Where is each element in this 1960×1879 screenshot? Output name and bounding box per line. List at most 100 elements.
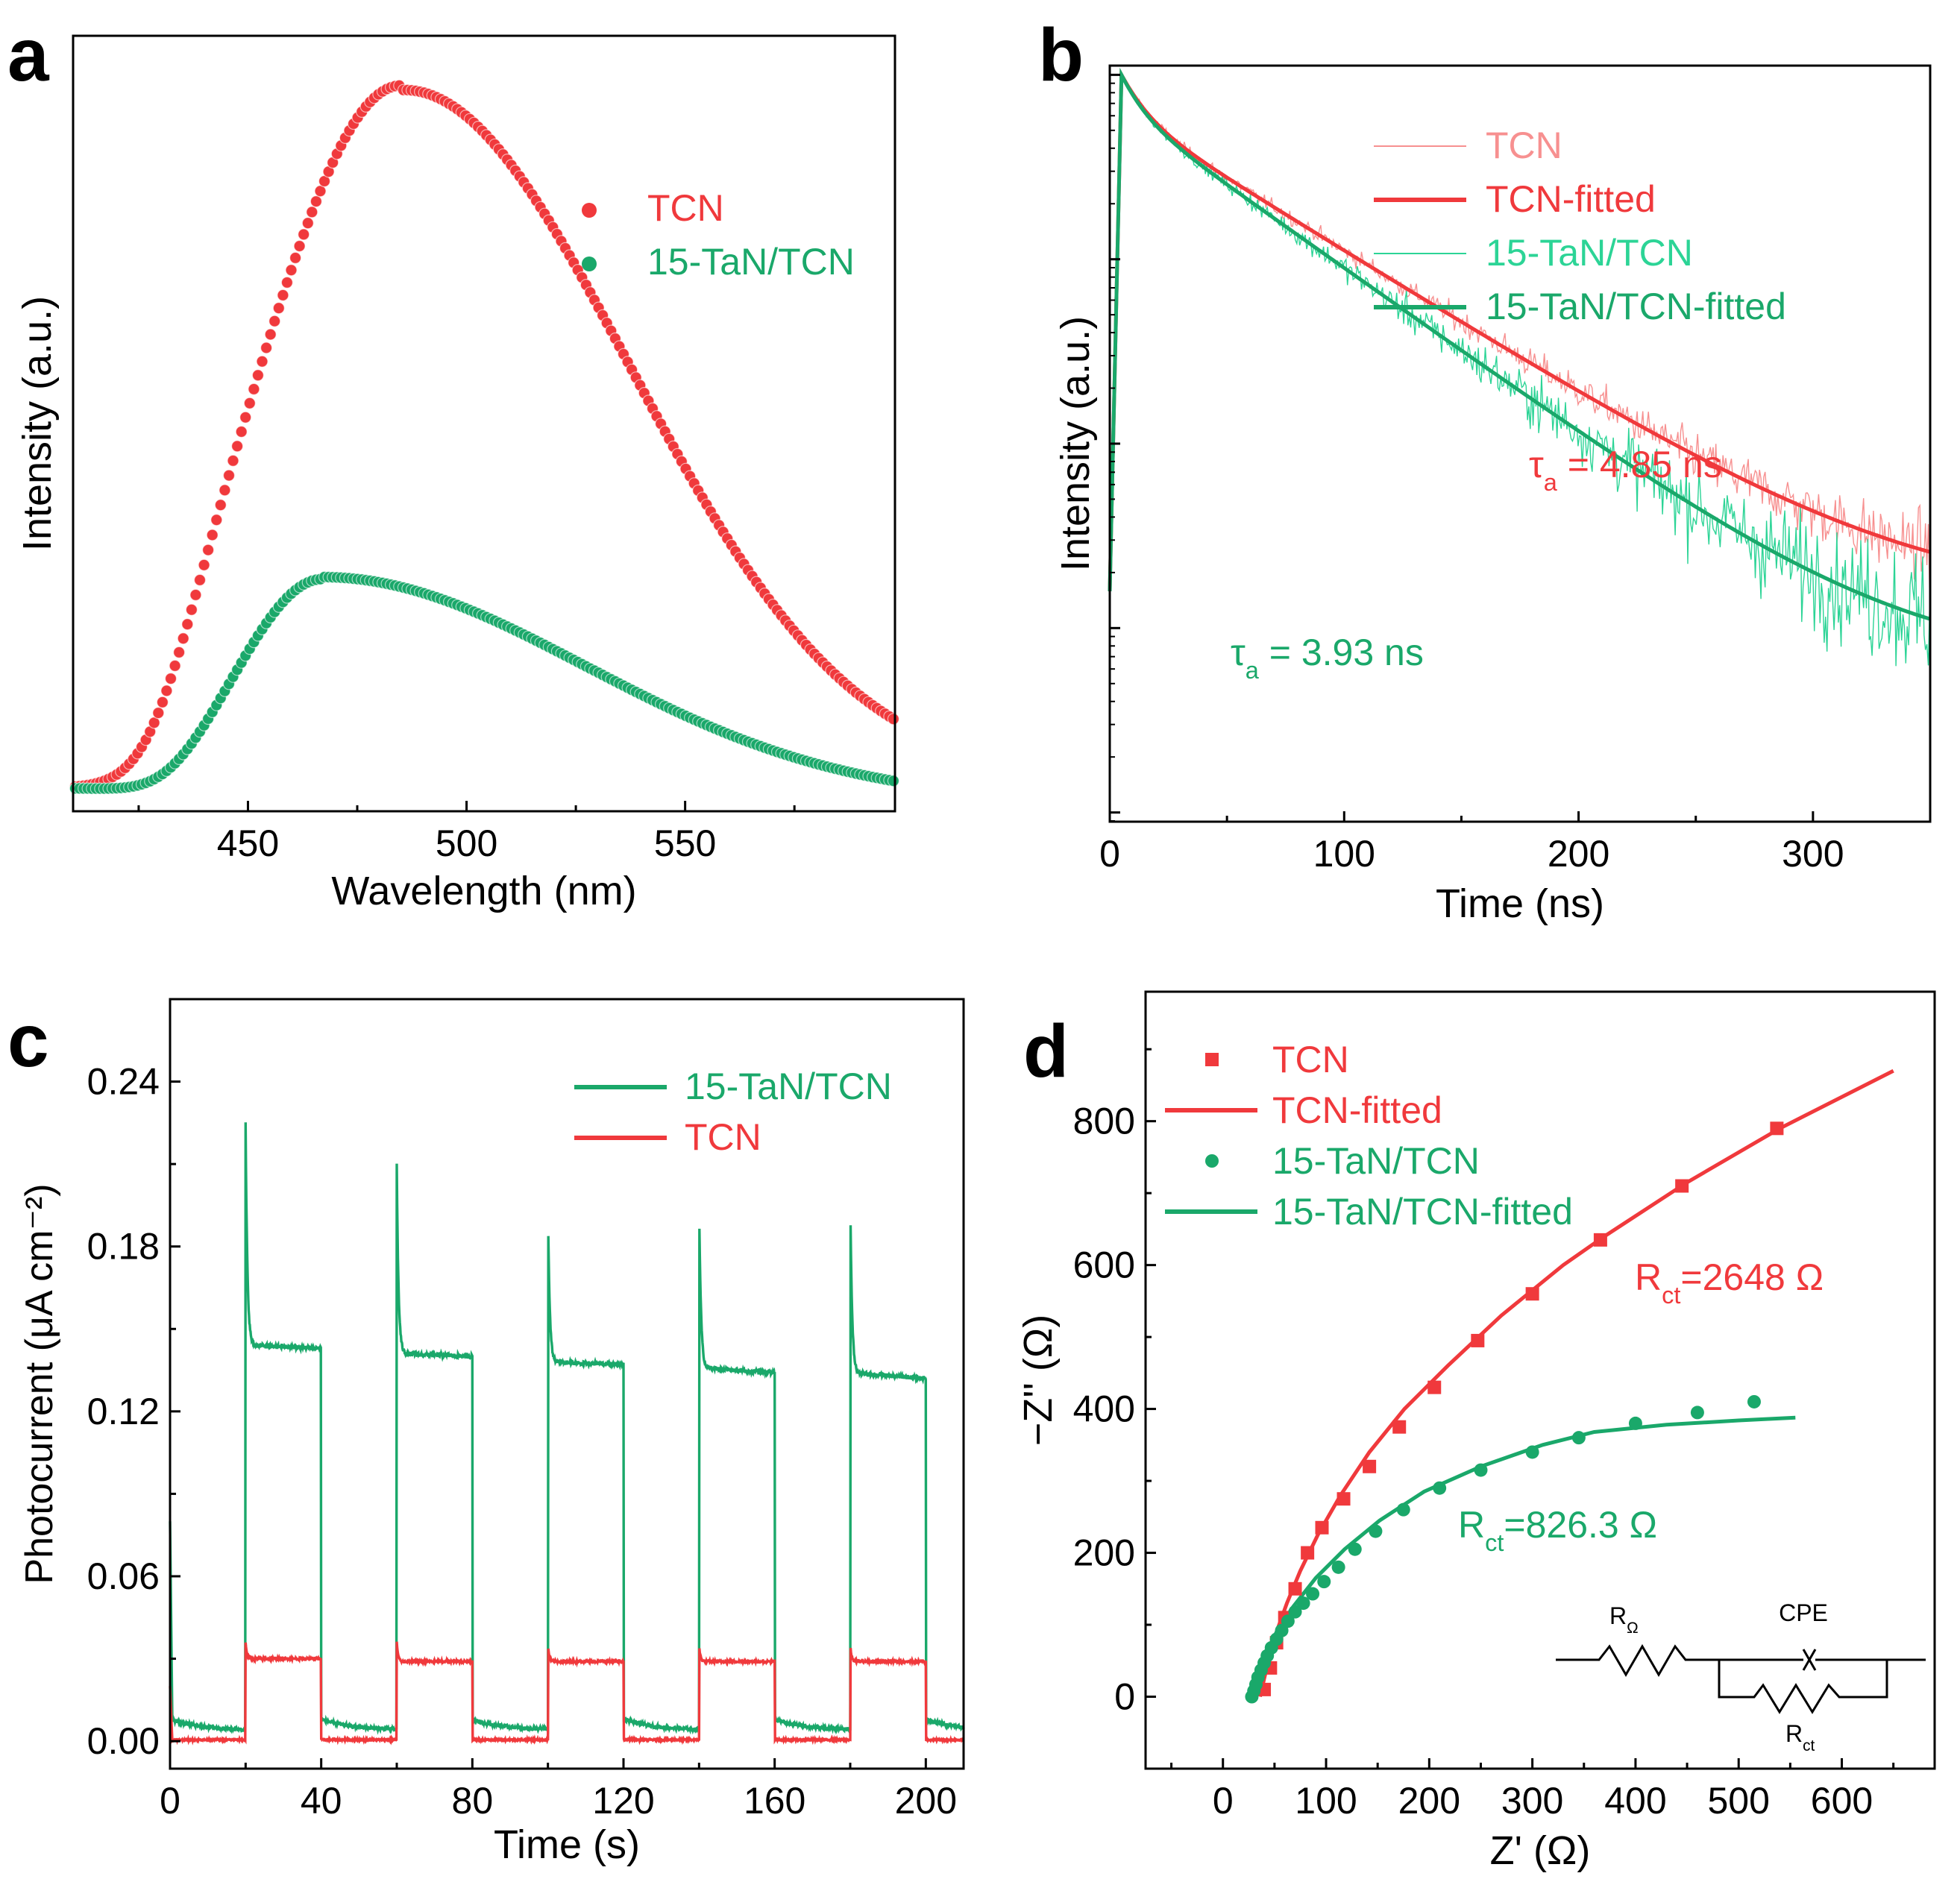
data-point-square (1770, 1121, 1784, 1136)
x-tick-label: 300 (1782, 833, 1844, 875)
series-tan-tcn (169, 1122, 965, 1735)
x-axis-label: Z' (Ω) (1490, 1828, 1591, 1873)
plot-frame (72, 34, 896, 813)
data-point-circle (1433, 1481, 1447, 1495)
data-point (227, 454, 239, 468)
cpe-plate (1808, 1659, 1817, 1671)
x-tick-label: 100 (1295, 1780, 1357, 1822)
y-tick-label: 800 (1073, 1101, 1135, 1142)
data-point-square (1288, 1581, 1302, 1596)
cpe-plate (1802, 1659, 1811, 1671)
legend-label: 15-TaN/TCN-fitted (1272, 1191, 1573, 1233)
data-point (181, 618, 194, 631)
panel-b: 0 100 200 300 Time (ns) Intensity (a.u.) b TCN T… (1038, 13, 1932, 926)
panel-c: 0 40 80 120 160 200 0.00 0.06 0.12 0.18 0.24 Time (… (7, 998, 965, 1867)
x-tick-label: 80 (452, 1780, 494, 1822)
series-15tantcnfitted (1108, 67, 1931, 621)
data-point-square (1336, 1492, 1351, 1506)
x-axis-label: Time (ns) (1436, 881, 1604, 926)
data-point (206, 529, 219, 541)
data-point-square (1471, 1333, 1485, 1347)
series-tcnfitted (1108, 68, 1931, 591)
circuit-wire-rct (1718, 1660, 1888, 1714)
data-point (289, 251, 302, 264)
panel-a: 450 500 550 Wavelength (nm) Intensity (a.u.)… (7, 13, 900, 913)
legend-marker (582, 203, 597, 218)
y-tick-label: 0.00 (87, 1720, 160, 1762)
series-tan-tcn (69, 570, 900, 795)
data-point (251, 369, 264, 382)
x-tick-label: 40 (301, 1780, 342, 1822)
x-tick-label: 0 (1099, 833, 1120, 875)
data-point-circle (1628, 1416, 1642, 1430)
data-point (306, 206, 318, 218)
series-tcn (169, 1641, 965, 1746)
panel-letter: b (1038, 13, 1084, 97)
circuit-wire-r (1556, 1644, 1803, 1677)
data-point (185, 603, 198, 616)
legend-label: 15-TaN/TCN (1486, 232, 1693, 274)
panel-letter: d (1023, 1010, 1069, 1093)
data-point (231, 440, 244, 453)
data-point-circle (1288, 1605, 1302, 1619)
annotation-tau-tan: τa = 3.93 ns (1231, 632, 1424, 684)
y-tick-label: 0 (1114, 1676, 1135, 1718)
legend-label: 15-TaN/TCN-fitted (1486, 286, 1786, 327)
data-point (189, 588, 202, 602)
data-point (235, 425, 248, 438)
legend-label: TCN-fitted (1272, 1089, 1442, 1131)
data-point-square (1675, 1179, 1689, 1193)
data-point-square (1392, 1420, 1407, 1434)
data-point (243, 397, 256, 409)
legend-label: 15-TaN/TCN (685, 1066, 892, 1107)
data-point-circle (1306, 1587, 1320, 1601)
x-tick-label: 200 (1398, 1780, 1460, 1822)
legend-label: TCN (1486, 125, 1562, 166)
data-point-circle (1525, 1445, 1539, 1459)
data-point (285, 264, 298, 277)
legend-marker (1205, 1053, 1219, 1066)
data-point (887, 775, 900, 787)
x-tick-label: 0 (160, 1780, 180, 1822)
legend-label: TCN (647, 187, 724, 229)
circuit-label-rct: Rct (1785, 1720, 1815, 1754)
x-axis-label: Time (s) (494, 1822, 640, 1867)
data-point (272, 302, 285, 315)
data-point-circle (1690, 1406, 1704, 1420)
y-tick-label: 0.06 (87, 1555, 160, 1597)
circuit-label-r: RΩ (1609, 1602, 1639, 1637)
series-15tantcn-raw (1109, 75, 1931, 667)
x-tick-label: 160 (744, 1780, 805, 1822)
data-point-square (1525, 1287, 1539, 1301)
data-point (239, 411, 252, 424)
data-point (173, 646, 186, 659)
data-point-square (1363, 1459, 1377, 1473)
y-tick-label: 200 (1073, 1532, 1135, 1574)
data-point (177, 632, 189, 645)
x-tick-label: 400 (1604, 1780, 1666, 1822)
data-point-square (1301, 1546, 1315, 1560)
panel-letter: a (7, 13, 50, 97)
legend-label: 15-TaN/TCN (647, 241, 855, 283)
data-point-circle (1369, 1524, 1383, 1538)
legend-marker (1205, 1154, 1219, 1168)
data-point (256, 355, 268, 368)
data-point (193, 573, 207, 587)
data-point-circle (1348, 1542, 1362, 1556)
plot-frame (1144, 990, 1936, 1770)
panel-d: 0 100 200 300 400 500 600 0 200 400 600 800 Z' (Ω) −Z… (1016, 990, 1936, 1873)
y-axis-label: −Z'' (Ω) (1016, 1315, 1061, 1446)
data-point (198, 558, 210, 571)
series-tcn (69, 79, 900, 793)
x-tick-label: 300 (1501, 1780, 1563, 1822)
data-point (219, 484, 231, 497)
plot-frame (169, 998, 965, 1770)
data-point-circle (1396, 1502, 1410, 1517)
series-tcn-raw (1109, 75, 1931, 597)
equivalent-circuit (1556, 1644, 1926, 1714)
data-point (310, 195, 322, 208)
data-point (268, 315, 281, 327)
data-point-circle (1474, 1463, 1488, 1477)
data-point (152, 706, 165, 720)
circuit-label-cpe: CPE (1779, 1599, 1828, 1626)
